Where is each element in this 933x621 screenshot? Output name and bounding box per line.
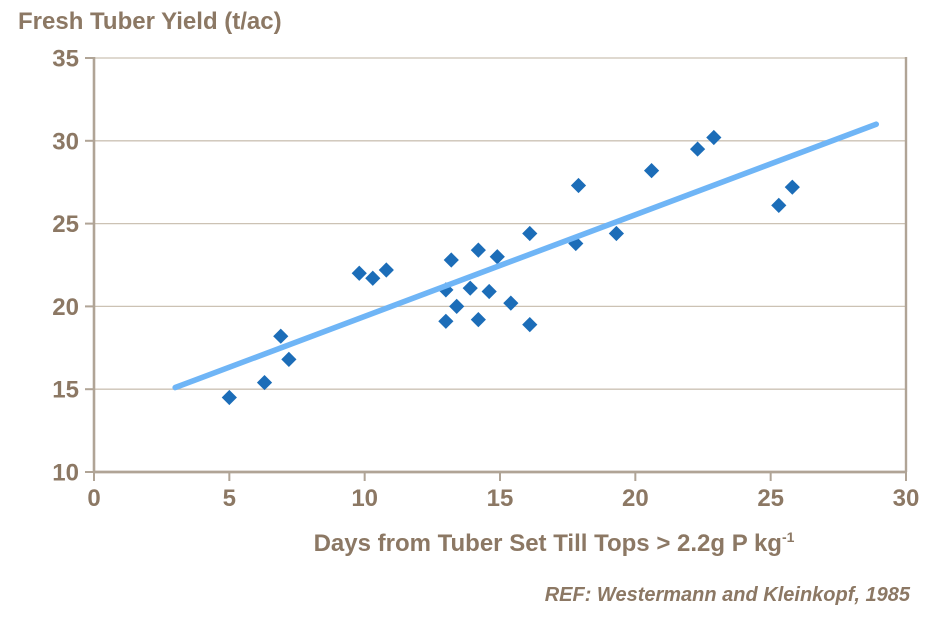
data-point xyxy=(503,295,519,311)
data-point xyxy=(568,235,584,252)
data-point xyxy=(351,265,367,281)
data-point xyxy=(438,282,454,298)
y-tick-label: 35 xyxy=(52,46,79,73)
data-point xyxy=(470,242,486,258)
data-point xyxy=(522,317,538,333)
data-point xyxy=(438,313,454,329)
data-point xyxy=(706,129,722,146)
chart-title: Fresh Tuber Yield (t/ac) xyxy=(18,8,282,35)
data-point xyxy=(784,179,800,195)
data-point xyxy=(481,283,497,300)
x-axis-label: Days from Tuber Set Till Tops > 2.2g P k… xyxy=(314,529,795,558)
x-tick-label: 20 xyxy=(622,485,649,512)
x-tick-label: 0 xyxy=(87,485,100,512)
y-tick-label: 30 xyxy=(52,128,79,155)
x-tick-label: 30 xyxy=(893,485,920,512)
y-tick-label: 10 xyxy=(52,460,79,487)
data-point xyxy=(462,280,478,296)
trend-line xyxy=(172,121,880,391)
y-tick-label: 25 xyxy=(52,211,79,238)
data-point xyxy=(443,252,459,268)
data-point xyxy=(221,389,237,406)
data-point xyxy=(608,225,624,242)
x-tick-label: 15 xyxy=(487,485,514,512)
x-tick-label: 5 xyxy=(223,485,236,512)
data-point xyxy=(281,351,297,367)
data-point xyxy=(256,374,273,391)
data-point xyxy=(522,225,538,242)
x-tick-label: 10 xyxy=(351,485,378,512)
x-tick-label: 25 xyxy=(757,485,784,512)
reference-citation: REF: Westermann and Kleinkopf, 1985 xyxy=(544,584,910,606)
y-tick-label: 20 xyxy=(52,294,79,321)
data-point xyxy=(365,270,381,286)
data-point xyxy=(689,141,706,157)
data-point xyxy=(489,249,505,265)
y-tick-label: 15 xyxy=(52,377,79,404)
x-axis-label-superscript: -1 xyxy=(781,529,795,545)
x-axis-label-text: Days from Tuber Set Till Tops > 2.2g P k… xyxy=(313,530,782,557)
data-point xyxy=(771,197,787,213)
data-point xyxy=(378,262,394,278)
data-point xyxy=(643,163,660,179)
data-point xyxy=(470,312,486,328)
data-point xyxy=(570,177,587,194)
data-point xyxy=(273,328,289,344)
data-point xyxy=(449,298,465,314)
